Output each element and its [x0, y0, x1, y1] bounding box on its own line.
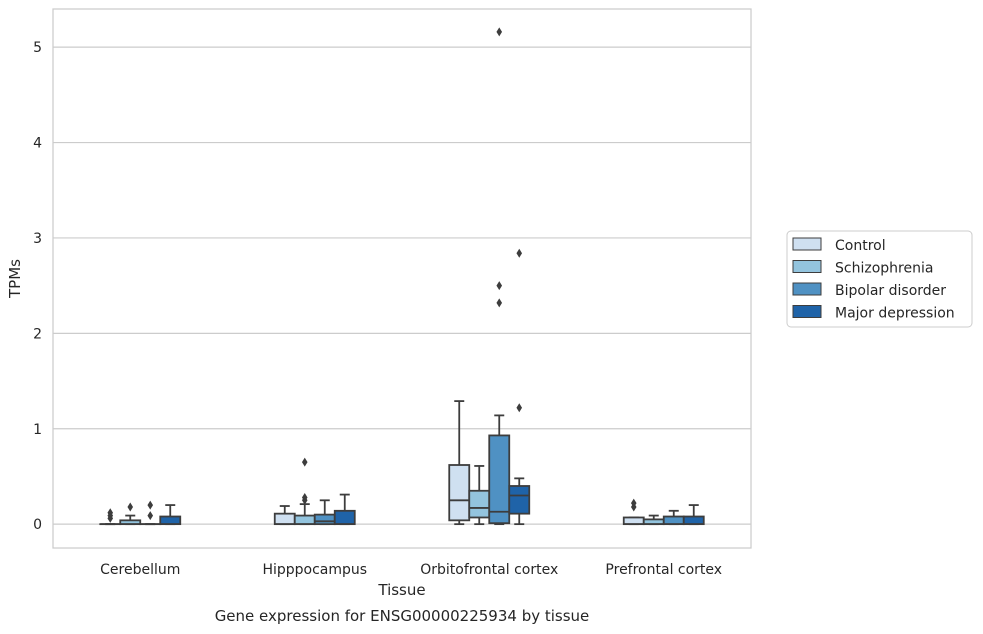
box-2-1 [468, 465, 491, 526]
box-1-2 [313, 499, 336, 526]
legend-entry-label: Schizophrenia [835, 261, 933, 277]
legend-entry-label: Major depression [835, 306, 955, 322]
box-body [682, 515, 705, 526]
y-tick-label: 5 [33, 40, 42, 56]
x-tick-label: Orbitofrontal cortex [420, 562, 558, 578]
box-1-0 [273, 505, 296, 526]
box-body [468, 489, 491, 519]
box-body [488, 434, 511, 525]
box-1-1 [293, 457, 316, 526]
outlier-marker [630, 498, 637, 508]
outlier-marker [496, 27, 503, 37]
box-1-3 [333, 493, 356, 526]
outlier-marker [147, 511, 154, 521]
y-tick-label: 0 [33, 517, 42, 533]
y-tick-label: 1 [33, 422, 42, 438]
box-body [273, 512, 296, 526]
box-0-3 [159, 504, 182, 526]
box-body [508, 485, 531, 515]
legend: Control Schizophrenia Bipolar disorder Majo… [786, 230, 973, 328]
box-3-0 [622, 498, 645, 526]
outlier-marker [496, 281, 503, 291]
legend-frame [786, 230, 973, 328]
box-body [293, 514, 316, 526]
box-series [99, 27, 705, 526]
x-tick-label: Hipppocampus [262, 562, 367, 578]
outlier-marker [147, 500, 154, 510]
y-tick-labels: 0 1 2 3 4 5 [33, 40, 42, 533]
box-body [448, 464, 471, 522]
outlier-marker [301, 457, 308, 467]
box-3-1 [642, 514, 665, 526]
x-tick-label: Prefrontal cortex [605, 562, 722, 578]
outlier-marker [107, 508, 114, 518]
outlier-marker [516, 248, 523, 258]
box-0-0 [99, 508, 122, 526]
y-tick-label: 3 [33, 231, 42, 247]
x-axis-label: Tissue [377, 581, 425, 599]
box-body [662, 515, 685, 526]
x-tick-labels: Cerebellum Hipppocampus Orbitofrontal cort… [100, 562, 722, 578]
y-tick-label: 4 [33, 136, 42, 152]
y-tick-label: 2 [33, 326, 42, 342]
outlier-marker [301, 492, 308, 502]
box-3-3 [682, 504, 705, 526]
outlier-marker [516, 403, 523, 413]
legend-swatch [792, 260, 822, 273]
box-2-3 [508, 248, 531, 526]
legend-swatch [792, 282, 822, 296]
box-body [333, 509, 356, 526]
legend-entry-label: Bipolar disorder [835, 283, 946, 299]
plot-area-frame [52, 8, 752, 549]
box-2-2 [488, 27, 511, 526]
box-2-0 [448, 400, 471, 526]
chart-caption: Gene expression for ENSG00000225934 by t… [215, 607, 590, 625]
box-body [313, 513, 336, 526]
box-0-2 [139, 500, 162, 526]
box-3-2 [662, 509, 685, 526]
box-body [159, 515, 182, 526]
legend-swatch [792, 305, 822, 318]
outlier-marker [127, 502, 134, 512]
box-body [622, 516, 645, 526]
y-axis-label: TPMs [6, 259, 24, 299]
box-0-1 [119, 502, 142, 526]
x-tick-label: Cerebellum [100, 562, 180, 578]
legend-swatch [792, 237, 822, 251]
outlier-marker [496, 298, 503, 308]
grid-lines [53, 46, 751, 525]
legend-entry-label: Control [835, 238, 886, 254]
